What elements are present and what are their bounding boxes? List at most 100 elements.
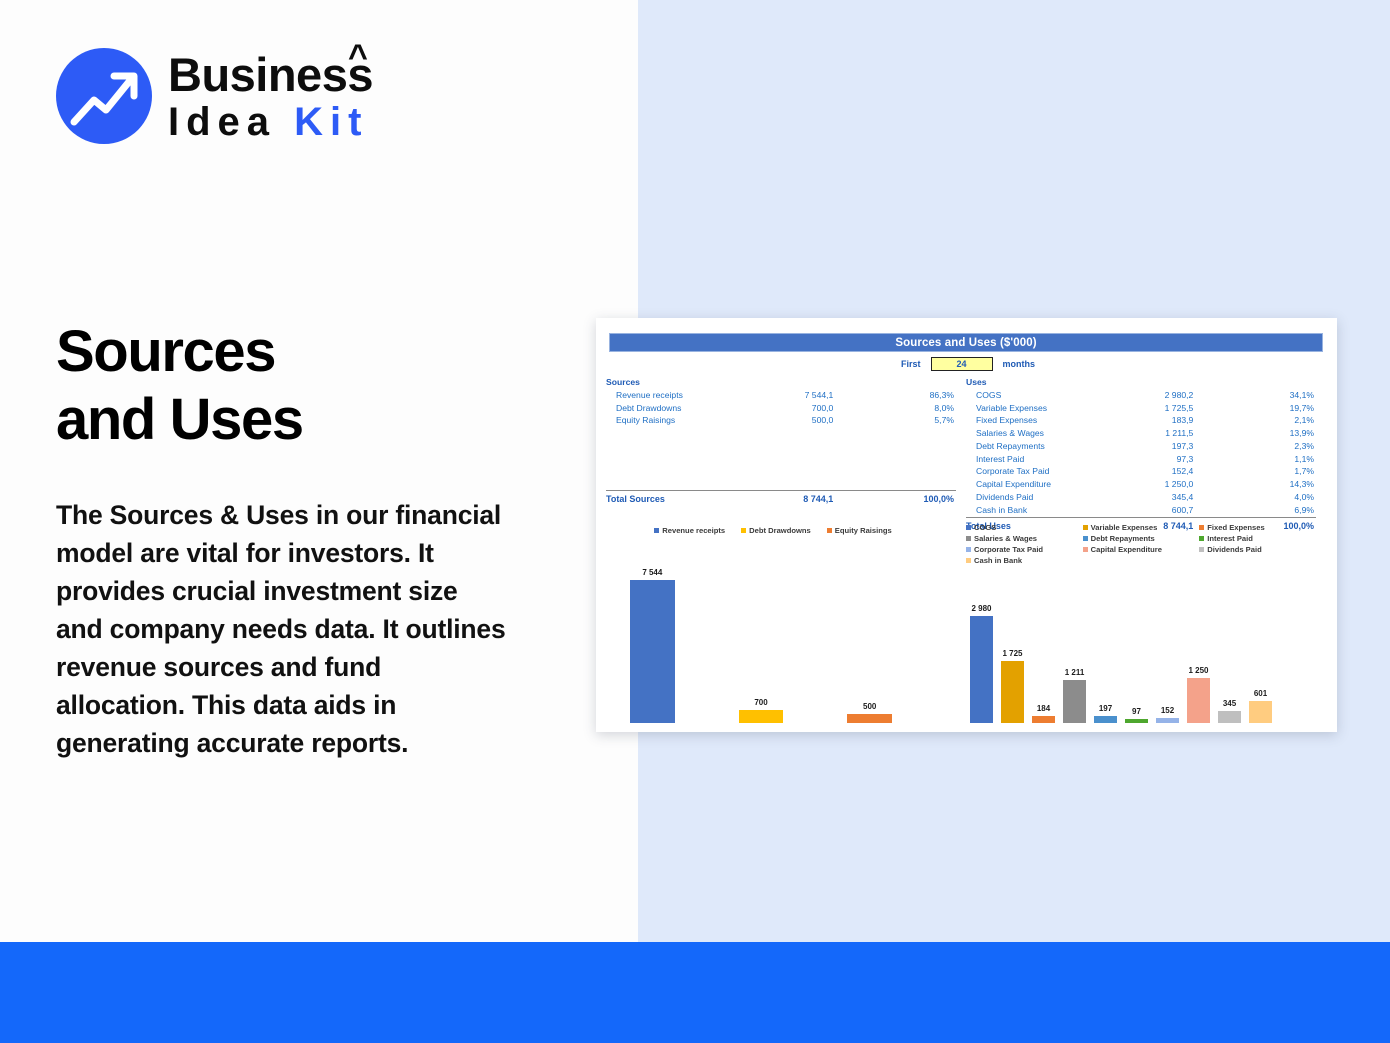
bar[interactable] — [1156, 717, 1179, 723]
bar[interactable] — [1032, 716, 1055, 723]
bar[interactable] — [1063, 679, 1086, 723]
cell-name: Equity Raisings — [616, 415, 676, 426]
bar-group: 97 — [1125, 707, 1148, 723]
cell-name: Debt Drawdowns — [616, 402, 682, 413]
total-cell-value: 8 744,1 — [1082, 516, 1200, 533]
table-header-row: Sources — [606, 376, 956, 389]
sources-plot-area: 7 544 700 500 — [606, 568, 956, 723]
legend-item[interactable]: Salaries & Wages — [966, 534, 1083, 543]
legend-item[interactable]: Capital Expenditure — [1082, 545, 1200, 554]
legend-label: Equity Raisings — [834, 526, 892, 535]
uses-bars: 2 980 1 725 184 1 211 197 97 152 1 250 345 601 — [966, 604, 1316, 723]
legend-item[interactable]: Debt Drawdowns — [741, 526, 811, 535]
bar-value-label: 345 — [1222, 698, 1237, 708]
period-suffix-label: months — [1002, 359, 1036, 369]
bar[interactable] — [1001, 661, 1024, 723]
months-input[interactable]: 24 — [930, 357, 993, 371]
bar-group: 1 211 — [1063, 668, 1086, 723]
cell-value: 183,9 — [1171, 415, 1194, 426]
uses-chart-legend: COGS Variable Expenses Fixed Expenses Salar… — [966, 523, 1316, 567]
legend-swatch-icon — [966, 547, 971, 552]
sources-chart-legend: Revenue receipts Debt Drawdowns Equity Rai… — [606, 523, 956, 537]
legend-item[interactable]: Cash in Bank — [966, 556, 1083, 565]
legend-swatch-icon — [1082, 525, 1088, 530]
brand-idea-text: Idea — [168, 99, 295, 144]
bar-value-label: 152 — [1160, 705, 1175, 715]
cell-value: 500,0 — [811, 415, 834, 426]
legend-item[interactable]: COGS — [966, 523, 1083, 532]
legend-item[interactable]: Equity Raisings — [826, 526, 892, 535]
legend-swatch-icon — [966, 536, 971, 541]
table-row: Revenue receipts 7 544,1 86,3% — [606, 389, 956, 402]
bar[interactable] — [1187, 678, 1210, 723]
cell-pct: 6,9% — [1294, 504, 1314, 515]
bar[interactable] — [970, 616, 993, 723]
cell-value: 152,4 — [1171, 466, 1194, 477]
table-row: COGS 2 980,2 34,1% — [966, 389, 1316, 402]
legend-item[interactable]: Dividends Paid — [1199, 545, 1316, 554]
bar-value-label: 1 211 — [1064, 667, 1085, 677]
cell-pct: 34,1% — [1289, 389, 1314, 400]
bar-group: 152 — [1156, 706, 1179, 723]
legend-label: Variable Expenses — [1090, 523, 1158, 532]
table-total-row: Total Sources 8 744,1 100,0% — [606, 490, 956, 506]
table-row: Fixed Expenses 183,9 2,1% — [966, 415, 1316, 428]
legend-item[interactable]: Fixed Expenses — [1199, 523, 1316, 532]
sheet-title-bar: Sources and Uses ($'000) — [609, 333, 1323, 352]
bar-value-label: 197 — [1098, 703, 1113, 713]
legend-label: Salaries & Wages — [974, 534, 1038, 543]
brand-logo: Business ^ Idea Kit — [56, 40, 373, 144]
cell-pct: 19,7% — [1289, 402, 1314, 413]
uses-table: Uses COGS 2 980,2 34,1% Variable Expenses 1 … — [966, 376, 1316, 533]
bar-value-label: 1 725 — [1002, 649, 1023, 659]
legend-swatch-icon — [654, 528, 660, 533]
bar-value-label: 7 544 — [642, 568, 663, 577]
bar-group: 700 — [738, 698, 784, 723]
bar[interactable] — [738, 709, 784, 723]
legend-item[interactable]: Interest Paid — [1199, 534, 1316, 543]
legend-label: Revenue receipts — [662, 526, 726, 535]
spacer-row — [606, 473, 956, 482]
cell-name: Fixed Expenses — [976, 415, 1038, 426]
cell-pct: 2,1% — [1294, 415, 1314, 426]
cell-pct: 13,9% — [1289, 428, 1314, 439]
table-row: Salaries & Wages 1 211,5 13,9% — [966, 428, 1316, 441]
cell-name: Dividends Paid — [976, 491, 1034, 502]
bar[interactable] — [1249, 701, 1272, 723]
bar[interactable] — [630, 580, 675, 723]
cell-value: 7 544,1 — [804, 389, 834, 400]
legend-item[interactable]: Variable Expenses — [1082, 523, 1200, 532]
cell-name: COGS — [976, 389, 1002, 400]
bar[interactable] — [847, 713, 893, 723]
bar[interactable] — [1125, 719, 1148, 723]
bar-group: 345 — [1218, 699, 1241, 723]
bar[interactable] — [1094, 715, 1117, 723]
spacer-row — [606, 464, 956, 473]
bar-value-label: 97 — [1132, 707, 1141, 716]
sources-table-wrapper: Sources Revenue receipts 7 544,1 86,3% Debt… — [606, 376, 956, 533]
total-cell-value: 8 744,1 — [722, 490, 840, 506]
legend-item[interactable]: Corporate Tax Paid — [966, 545, 1083, 554]
bar-group: 1 725 — [1001, 649, 1024, 723]
legend-item[interactable]: Debt Repayments — [1082, 534, 1200, 543]
legend-label: Debt Repayments — [1090, 534, 1155, 543]
bar-group: 500 — [847, 702, 893, 723]
spacer-row — [606, 455, 956, 464]
page-description: The Sources & Uses in our financial mode… — [56, 500, 506, 759]
cell-value: 1 211,5 — [1165, 428, 1194, 439]
legend-item[interactable]: Revenue receipts — [654, 526, 725, 535]
total-cell-name: Total Sources — [606, 490, 723, 506]
sources-bars: 7 544 700 500 — [606, 568, 956, 723]
cell-name: Corporate Tax Paid — [976, 466, 1050, 477]
bar-group: 2 980 — [970, 604, 993, 723]
legend-swatch-icon — [826, 528, 832, 533]
cell-pct: 1,7% — [1294, 466, 1314, 477]
charts-row: Revenue receipts Debt Drawdowns Equity Rai… — [606, 523, 1326, 723]
bar-value-label: 184 — [1036, 704, 1051, 714]
cell-value: 197,3 — [1171, 440, 1194, 451]
legend-swatch-icon — [1082, 536, 1088, 541]
cell-name: Variable Expenses — [976, 402, 1048, 413]
bar[interactable] — [1218, 710, 1241, 723]
bar-group: 1 250 — [1187, 666, 1210, 723]
table-header-row: Uses — [966, 376, 1316, 389]
